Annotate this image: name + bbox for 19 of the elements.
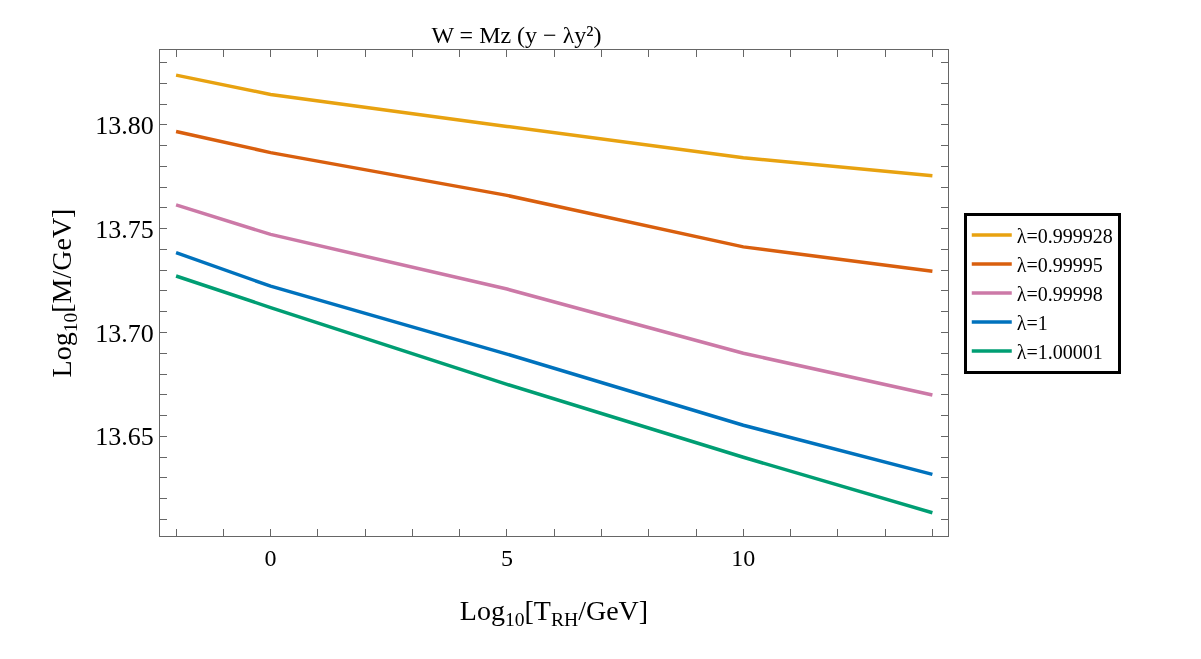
line-series: [174, 73, 935, 178]
legend-label: λ=1: [1016, 311, 1048, 334]
legend-label: λ=0.99998: [1016, 282, 1103, 305]
legend-label: λ=0.999928: [1016, 224, 1113, 247]
legend-label: λ=0.99995: [1016, 253, 1103, 276]
x-tick-label: 10: [731, 544, 756, 571]
y-tick-label: 13.70: [95, 318, 154, 348]
line-series: [174, 250, 935, 477]
x-axis-title: Log$_{10}$[T$_{RH}$/GeV]: [459, 594, 649, 630]
line-series: [174, 274, 935, 515]
line-series: [174, 203, 935, 397]
legend-label: λ=1.00001: [1016, 340, 1103, 363]
y-tick-label: 13.65: [95, 422, 154, 452]
chart-title: W = Mz (y − λy²): [431, 22, 602, 49]
x-tick-label: 0: [264, 544, 277, 571]
line-series: [174, 129, 935, 273]
y-tick-label: 13.75: [95, 214, 154, 244]
x-tick-label: 5: [500, 544, 513, 571]
y-tick-label: 13.80: [95, 110, 154, 140]
